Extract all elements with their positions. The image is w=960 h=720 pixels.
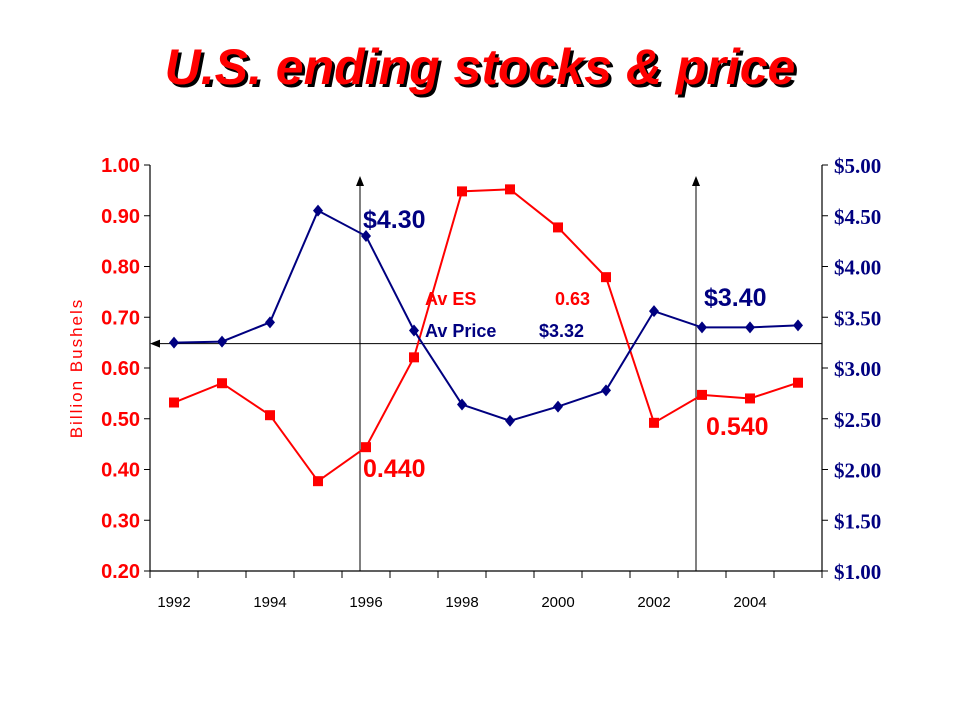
stocks-point — [409, 352, 419, 363]
tick-labels: 1.00 0.90 0.80 0.70 0.60 0.50 0.40 0.30 0.20 $5.0… — [67, 154, 881, 611]
x-tick-label: 1992 — [157, 594, 190, 611]
stocks-point — [361, 442, 371, 453]
stocks-point — [745, 393, 755, 404]
stocks-point — [553, 222, 563, 233]
stocks-point — [601, 272, 611, 283]
y-tick-label-left: 0.90 — [101, 206, 140, 228]
y-tick-label-left: 1.00 — [101, 155, 140, 177]
series-line-right — [173, 209, 799, 422]
vertical-marker-arrow — [356, 176, 364, 186]
y-tick-label-right: $5.00 — [834, 154, 881, 178]
annotation-price-1996: $4.30 — [363, 206, 426, 234]
stocks-point — [265, 410, 275, 421]
y-tick-label-right: $3.50 — [834, 306, 881, 330]
price-point — [265, 316, 275, 329]
price-point — [553, 400, 563, 413]
x-tick-label: 1998 — [445, 594, 478, 611]
y-tick-label-left: 0.20 — [101, 561, 140, 583]
price-point — [505, 414, 515, 427]
legend-avg-price-value: $3.32 — [539, 321, 584, 341]
stocks-point — [313, 476, 323, 487]
price-point — [601, 384, 611, 397]
price-point — [745, 321, 755, 334]
y-tick-label-left: 0.70 — [101, 307, 140, 329]
y-tick-label-right: $2.00 — [834, 459, 881, 483]
x-tick-label: 2004 — [733, 594, 766, 611]
annotations: $4.30 $3.40 0.440 0.540 Av ES 0.63 Av Price $3.… — [363, 206, 769, 483]
page-title: U.S. ending stocks & price — [164, 39, 796, 95]
price-point — [793, 319, 803, 332]
y-tick-label-left: 0.40 — [101, 460, 140, 482]
x-tick-label: 2000 — [541, 594, 574, 611]
y-tick-label-right: $4.50 — [834, 205, 881, 229]
vertical-marker-arrow — [692, 176, 700, 186]
y-tick-label-right: $2.50 — [834, 408, 881, 432]
y-tick-label-right: $4.00 — [834, 256, 881, 280]
series-line-left — [173, 188, 799, 483]
legend-avg-es-value: 0.63 — [555, 289, 590, 309]
price-point — [169, 336, 179, 349]
price-point — [457, 398, 467, 411]
x-tick-label: 1996 — [349, 594, 382, 611]
annotation-stocks-1996: 0.440 — [363, 455, 426, 483]
price-point — [649, 305, 659, 318]
y-tick-label-left: 0.50 — [101, 409, 140, 431]
x-tick-label: 2002 — [637, 594, 670, 611]
x-tick-label: 1994 — [253, 594, 286, 611]
stocks-point — [697, 389, 707, 400]
reference-lines — [150, 176, 822, 571]
price-point — [361, 230, 371, 243]
y-tick-label-right: $1.00 — [834, 560, 881, 584]
reference-arrow-head — [150, 339, 160, 348]
y-axis-title: Billion Bushels — [67, 298, 86, 439]
stocks-point — [649, 417, 659, 428]
annotation-stocks-2003: 0.540 — [706, 413, 769, 441]
stocks-point — [505, 184, 515, 195]
price-point — [697, 321, 707, 334]
y-tick-label-left: 0.60 — [101, 358, 140, 380]
series-layer — [169, 184, 803, 487]
y-tick-label-right: $3.00 — [834, 357, 881, 381]
stocks-point — [217, 378, 227, 389]
price-point — [409, 324, 419, 337]
y-tick-label-left: 0.80 — [101, 257, 140, 279]
annotation-price-2003: $3.40 — [704, 284, 767, 312]
legend-avg-price-label: Av Price — [425, 321, 496, 341]
legend-avg-es-label: Av ES — [425, 289, 476, 309]
stocks-point — [457, 186, 467, 197]
stocks-point — [793, 377, 803, 388]
chart-axes — [144, 164, 828, 578]
stocks-point — [169, 397, 179, 408]
y-tick-label-right: $1.50 — [834, 509, 881, 533]
y-tick-label-left: 0.30 — [101, 510, 140, 532]
price-point — [217, 335, 227, 348]
price-point — [313, 204, 323, 217]
